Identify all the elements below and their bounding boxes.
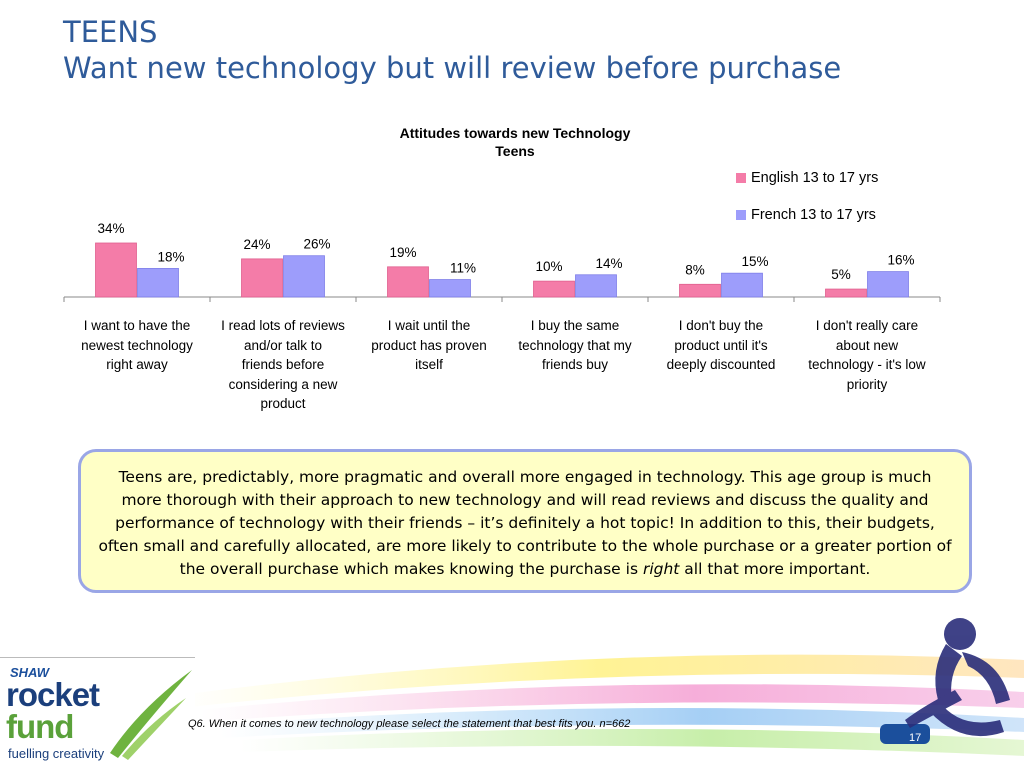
chart-title: Attitudes towards new Technology Teens xyxy=(320,124,710,160)
rocket-fund-logo: SHAW rocket fund fuelling creativity xyxy=(0,657,195,769)
data-label-french-5: 16% xyxy=(887,253,914,268)
bar-english-4 xyxy=(679,283,721,298)
bar-english-5 xyxy=(825,288,867,298)
legend-label-english: English 13 to 17 yrs xyxy=(751,170,879,186)
chart-title-line-2: Teens xyxy=(495,143,535,159)
category-label-line: about new xyxy=(835,337,899,353)
bar-chart: 34% 24% 19% 10% 8% 5% 18% 26% 11% 14% 15% 16% xyxy=(63,221,941,302)
commentary-emphasis: right xyxy=(642,560,680,578)
data-label-english-4: 8% xyxy=(685,262,705,277)
page-number: 17 xyxy=(909,732,922,744)
category-label-1: I read lots of reviews and/or talk to frie… xyxy=(210,316,356,414)
chart-title-line-1: Attitudes towards new Technology xyxy=(399,125,631,141)
category-label-line: I buy the same xyxy=(530,318,620,333)
category-label-line: technology - it's low xyxy=(808,357,926,372)
category-label-0: I want to have the newest technology right… xyxy=(64,316,210,375)
legend-swatch-french xyxy=(736,210,746,220)
category-label-line: newest technology xyxy=(81,337,193,353)
slide-title-line-1: TEENS xyxy=(63,15,158,49)
bar-french-4 xyxy=(721,272,763,298)
silhouette-figure-icon xyxy=(905,618,1010,737)
category-label-line: I don't buy the xyxy=(678,318,764,333)
data-label-french-1: 26% xyxy=(303,237,330,252)
category-label-line: deeply discounted xyxy=(666,357,776,372)
bar-french-2 xyxy=(429,279,471,298)
bar-french-3 xyxy=(575,274,617,298)
slide-title-line-2: Want new technology but will review befo… xyxy=(63,51,842,85)
bar-english-0 xyxy=(95,242,137,298)
bar-french-5 xyxy=(867,271,909,298)
data-label-english-0: 34% xyxy=(97,221,124,236)
logo-shaw-text: SHAW xyxy=(10,665,49,680)
category-label-3: I buy the same technology that my friends … xyxy=(502,316,648,375)
category-label-line: considering a new xyxy=(228,376,338,392)
category-label-line: priority xyxy=(846,376,888,392)
bar-english-3 xyxy=(533,280,575,298)
bar-french-1 xyxy=(283,255,325,298)
category-label-line: friends before xyxy=(241,357,325,372)
data-label-french-3: 14% xyxy=(595,256,622,271)
commentary-text: Teens are, predictably, more pragmatic a… xyxy=(98,468,952,578)
page-number-badge xyxy=(880,724,930,744)
decorative-rainbow-streaks xyxy=(180,618,1024,756)
logo-swoosh-icon xyxy=(110,670,192,760)
data-label-french-0: 18% xyxy=(157,249,184,264)
logo-tagline: fuelling creativity xyxy=(8,746,105,761)
legend-item-english: English 13 to 17 yrs xyxy=(736,170,878,186)
category-label-line: I read lots of reviews xyxy=(221,318,345,333)
category-label-line: friends buy xyxy=(541,357,609,372)
data-label-english-5: 5% xyxy=(831,267,851,282)
commentary-text-end: all that more important. xyxy=(679,560,871,578)
data-label-french-4: 15% xyxy=(741,254,768,269)
survey-question-footnote: Q6. When it comes to new technology plea… xyxy=(188,718,631,730)
data-label-french-2: 11% xyxy=(450,261,476,276)
category-label-line: technology that my xyxy=(518,337,632,353)
category-label-line: product has proven xyxy=(371,337,487,353)
bar-french-0 xyxy=(137,268,179,298)
category-label-4: I don't buy the product until it's deeply … xyxy=(648,316,794,375)
logo-fund-text: fund xyxy=(6,708,74,745)
category-label-line: I wait until the xyxy=(387,318,471,333)
data-label-english-2: 19% xyxy=(389,245,416,260)
legend-label-french: French 13 to 17 yrs xyxy=(751,207,876,223)
category-label-line: product until it's xyxy=(674,337,768,353)
data-label-english-1: 24% xyxy=(243,237,270,252)
category-label-2: I wait until the product has proven itself xyxy=(356,316,502,375)
category-label-line: product xyxy=(260,396,306,411)
category-label-line: itself xyxy=(415,357,443,372)
data-label-english-3: 10% xyxy=(535,259,562,274)
category-label-line: I want to have the xyxy=(83,318,191,333)
category-label-5: I don't really care about new technology -… xyxy=(794,316,940,394)
commentary-box: Teens are, predictably, more pragmatic a… xyxy=(78,449,972,593)
category-label-line: and/or talk to xyxy=(243,337,323,353)
legend-item-french: French 13 to 17 yrs xyxy=(736,207,876,223)
bar-english-1 xyxy=(241,258,283,298)
category-label-line: right away xyxy=(106,357,168,372)
logo-rocket-text: rocket xyxy=(6,676,100,713)
category-label-line: I don't really care xyxy=(815,318,919,333)
bar-english-2 xyxy=(387,266,429,298)
slide-title: TEENS Want new technology but will revie… xyxy=(63,14,841,86)
legend-swatch-english xyxy=(736,173,746,183)
